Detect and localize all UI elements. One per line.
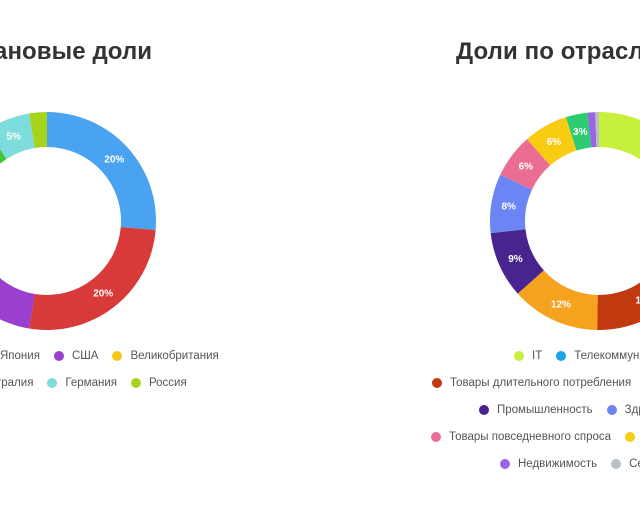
legend-dot-icon — [53, 351, 64, 361]
legend-item[interactable]: Германия — [47, 377, 117, 389]
legend-dot-icon — [625, 432, 636, 442]
legend-item[interactable]: Товары длительного потребления — [432, 377, 631, 389]
donut-slice[interactable] — [490, 174, 532, 234]
donut-slice[interactable] — [587, 112, 597, 148]
legend-label: Великобритания — [130, 350, 219, 362]
legend-item[interactable]: Телекоммуни — [556, 350, 640, 362]
legend-label: Телекоммуни — [574, 350, 640, 362]
legend-label: Товары повседневного спроса — [449, 431, 612, 443]
legend-label: Германия — [65, 377, 117, 389]
slice-percent-label: 12% — [551, 300, 571, 311]
legend-item[interactable]: С — [625, 431, 640, 443]
donut-slice[interactable] — [565, 112, 592, 151]
legend-label: тралия — [0, 377, 34, 389]
legend-row: Недвижимость Сек — [500, 458, 640, 470]
donut-slice[interactable] — [500, 139, 551, 190]
donut-slice[interactable] — [490, 229, 544, 294]
slice-percent-label: 8% — [501, 202, 516, 213]
legend-label: Здра — [624, 404, 640, 416]
legend-row: Товары длительного потребления — [432, 377, 640, 389]
donut-slice[interactable] — [47, 112, 156, 231]
donut-slice[interactable] — [29, 227, 156, 330]
legend-item[interactable]: Великобритания — [112, 350, 219, 362]
legend-label: Россия — [148, 377, 187, 389]
legend-dot-icon — [514, 351, 524, 361]
legend-dot-icon — [431, 432, 441, 442]
donut-slice[interactable] — [517, 270, 598, 330]
slice-percent-label: 9% — [508, 254, 523, 265]
chart-title-country: ановые доли — [0, 38, 153, 65]
legend-item[interactable]: Сек — [611, 458, 640, 470]
legend-dot-icon — [47, 378, 58, 388]
legend-row: тралия Германия Россия — [0, 377, 201, 389]
legend-dot-icon — [112, 351, 123, 361]
legend-item[interactable]: тралия — [0, 377, 33, 389]
legend-item[interactable]: Япония — [0, 350, 40, 362]
legend-label: Сек — [629, 458, 640, 470]
legend-label: Япония — [0, 350, 40, 362]
legend-item[interactable]: Здра — [606, 404, 640, 416]
legend-dot-icon — [479, 405, 489, 415]
legend-label: США — [71, 350, 99, 362]
donut-slice[interactable] — [597, 256, 640, 330]
legend-dot-icon — [606, 405, 617, 415]
legend-dot-icon — [611, 459, 622, 469]
slice-percent-label: 16% — [635, 295, 640, 306]
slice-percent-label: 3% — [573, 127, 588, 138]
legend-item[interactable]: США — [53, 350, 99, 362]
legend-item[interactable]: Недвижимость — [500, 458, 597, 470]
donut-slice[interactable] — [29, 112, 47, 149]
donut-slice[interactable] — [599, 112, 640, 229]
legend-label: IT — [532, 350, 543, 362]
legend-dot-icon — [500, 459, 510, 469]
legend-dot-icon — [130, 378, 141, 388]
donut-slice[interactable] — [0, 113, 35, 160]
legend-item[interactable]: IT — [514, 350, 542, 362]
legend-item[interactable]: Россия — [130, 377, 187, 389]
slice-percent-label: 6% — [519, 162, 534, 173]
legend-row: IT Телекоммуни — [514, 350, 640, 362]
donut-slice[interactable] — [527, 117, 577, 166]
slice-percent-label: 5% — [7, 131, 22, 142]
legend-row: Промышленность Здра — [479, 404, 640, 416]
legend-label: Промышленность — [497, 404, 593, 416]
donut-slice[interactable] — [0, 194, 35, 329]
slice-percent-label: 6% — [547, 137, 562, 148]
legend-item[interactable]: Товары повседневного спроса — [431, 431, 611, 443]
legend-label: Товары длительного потребления — [450, 377, 632, 389]
legend-dot-icon — [556, 351, 567, 361]
legend-row: Товары повседневного спроса С — [431, 431, 640, 443]
legend-label: Недвижимость — [518, 458, 598, 470]
slice-percent-label: 20% — [93, 289, 113, 300]
legend-dot-icon — [432, 378, 442, 388]
donut-slice[interactable] — [0, 130, 7, 197]
donut-slice[interactable] — [595, 112, 599, 148]
legend-row: Япония США Великобритания — [0, 350, 233, 362]
legend-item[interactable]: Промышленность — [479, 404, 593, 416]
chart-title-sector: Доли по отрасля — [456, 38, 640, 65]
slice-percent-label: 20% — [104, 155, 124, 166]
